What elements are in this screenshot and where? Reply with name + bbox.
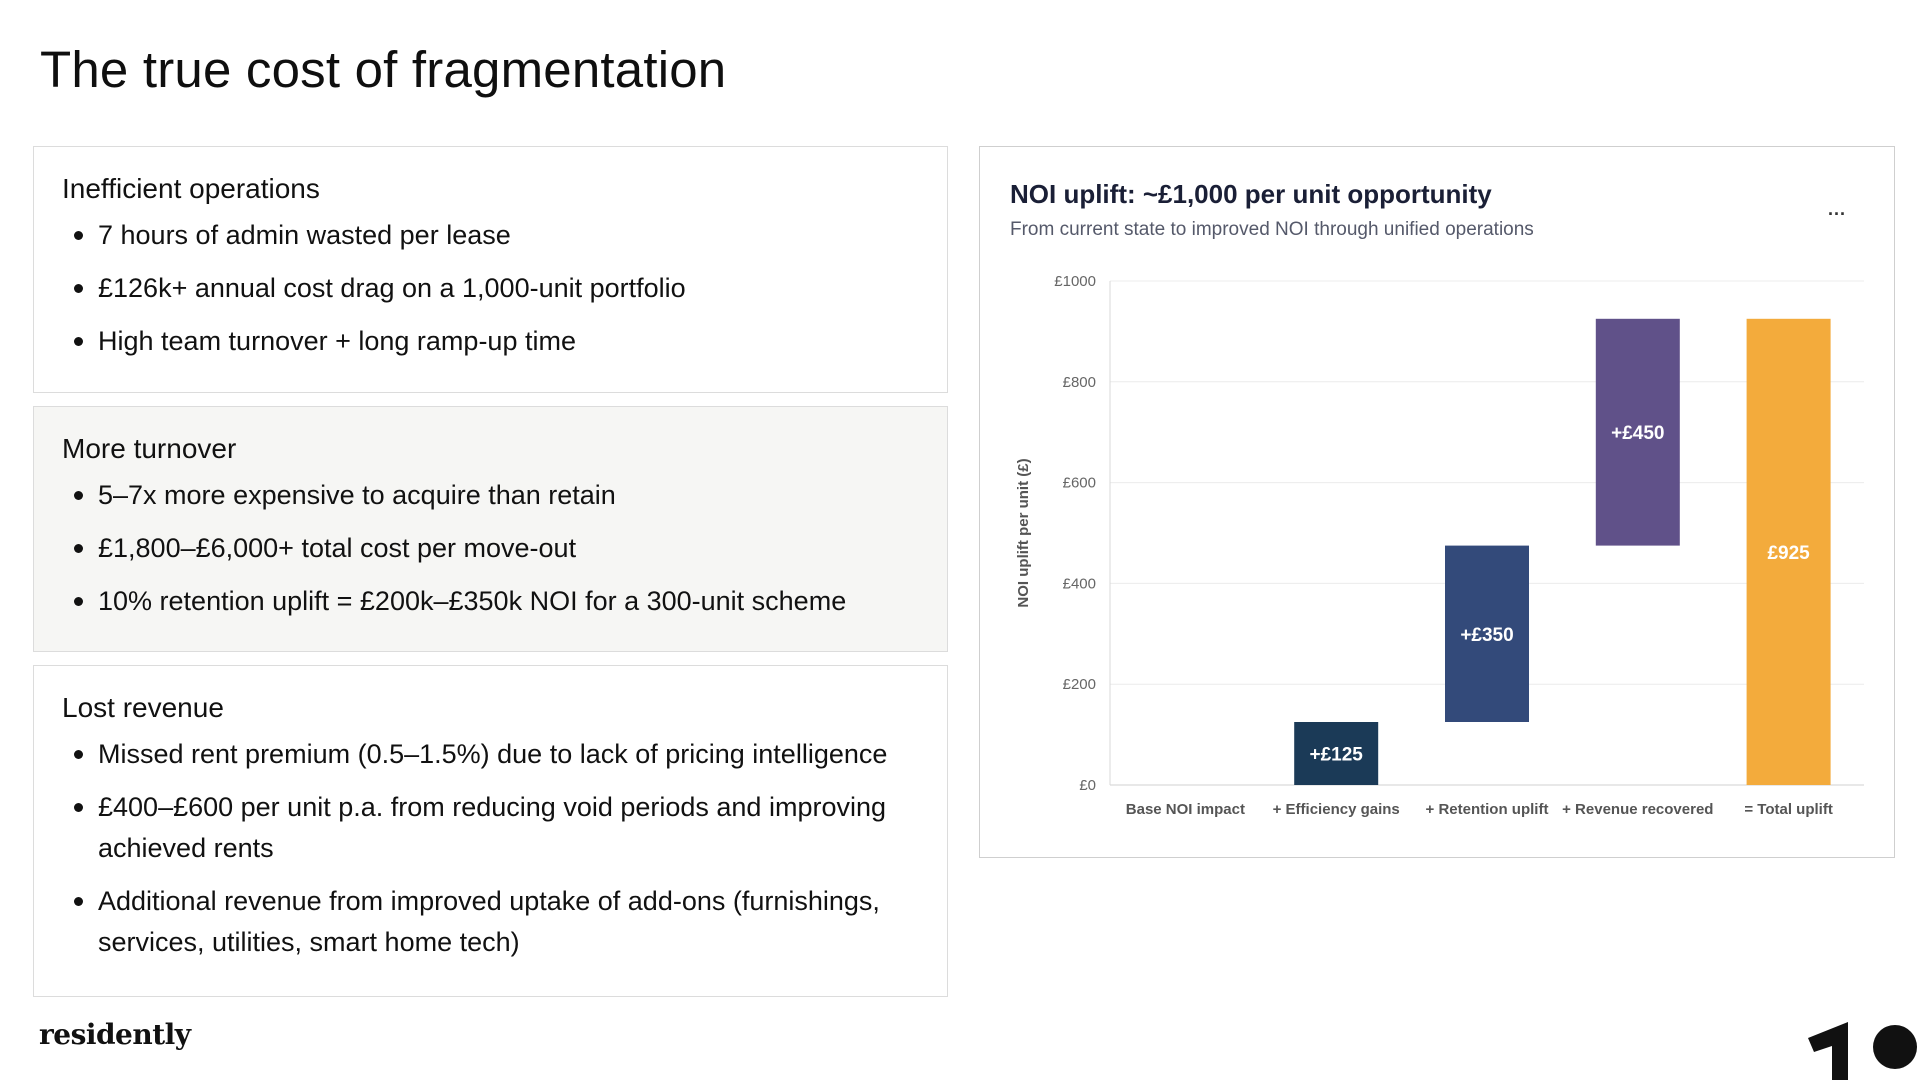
slide-title: The true cost of fragmentation — [40, 41, 727, 98]
y-tick-label: £1000 — [1054, 273, 1096, 290]
bullet-list: 7 hours of admin wasted per lease £126k+… — [62, 215, 919, 362]
card-lost-revenue: Lost revenue Missed rent premium (0.5–1.… — [33, 665, 948, 997]
brand-mark-icon — [1808, 1022, 1917, 1080]
data-label: £925 — [1767, 543, 1810, 564]
list-item: £1,800–£6,000+ total cost per move-out — [62, 528, 919, 569]
chart-subtitle: From current state to improved NOI throu… — [1010, 219, 1534, 240]
list-item: 7 hours of admin wasted per lease — [62, 215, 919, 256]
data-label: +£450 — [1611, 423, 1664, 444]
y-tick-label: £0 — [1079, 777, 1096, 794]
bar — [1746, 318, 1831, 785]
x-tick-label: + Efficiency gains — [1273, 801, 1400, 818]
card-title: More turnover — [62, 433, 237, 464]
x-tick-label: + Revenue recovered — [1562, 801, 1713, 818]
list-item: £400–£600 per unit p.a. from reducing vo… — [62, 787, 919, 869]
data-label: +£350 — [1460, 625, 1513, 646]
chart-card: NOI uplift: ~£1,000 per unit opportunity… — [979, 146, 1895, 858]
bullet-list: Missed rent premium (0.5–1.5%) due to la… — [62, 734, 919, 963]
y-tick-label: £400 — [1063, 575, 1096, 592]
card-title: Lost revenue — [62, 692, 224, 723]
y-axis-label: NOI uplift per unit (£) — [1015, 458, 1032, 607]
noi-waterfall-chart: £0 £200 £400 £600 £800 £1000 NOI uplift per un… — [1015, 273, 1864, 818]
x-tick-label: Base NOI impact — [1126, 801, 1245, 818]
list-item: High team turnover + long ramp-up time — [62, 321, 919, 362]
residently-logo: residently — [39, 1018, 191, 1051]
y-tick-label: £800 — [1063, 374, 1096, 391]
list-item: 10% retention uplift = £200k–£350k NOI f… — [62, 581, 919, 622]
list-item: £126k+ annual cost drag on a 1,000-unit … — [62, 268, 919, 309]
bar — [1595, 318, 1680, 546]
x-tick-label: + Retention uplift — [1426, 801, 1549, 818]
y-tick-label: £200 — [1063, 676, 1096, 693]
bar — [1294, 722, 1379, 785]
bar — [1445, 545, 1529, 722]
y-tick-label: £600 — [1063, 475, 1096, 492]
list-item: Additional revenue from improved uptake … — [62, 881, 919, 963]
card-more-turnover: More turnover 5–7x more expensive to acq… — [33, 406, 948, 652]
more-options-icon[interactable]: ... — [1827, 199, 1846, 219]
card-title: Inefficient operations — [62, 173, 320, 204]
data-label: +£125 — [1310, 745, 1364, 766]
list-item: 5–7x more expensive to acquire than reta… — [62, 475, 919, 516]
x-tick-label: = Total uplift — [1744, 801, 1832, 818]
list-item: Missed rent premium (0.5–1.5%) due to la… — [62, 734, 919, 775]
bullet-list: 5–7x more expensive to acquire than reta… — [62, 475, 919, 622]
chart-title: NOI uplift: ~£1,000 per unit opportunity — [1010, 179, 1492, 209]
card-inefficient-operations: Inefficient operations 7 hours of admin … — [33, 146, 948, 393]
